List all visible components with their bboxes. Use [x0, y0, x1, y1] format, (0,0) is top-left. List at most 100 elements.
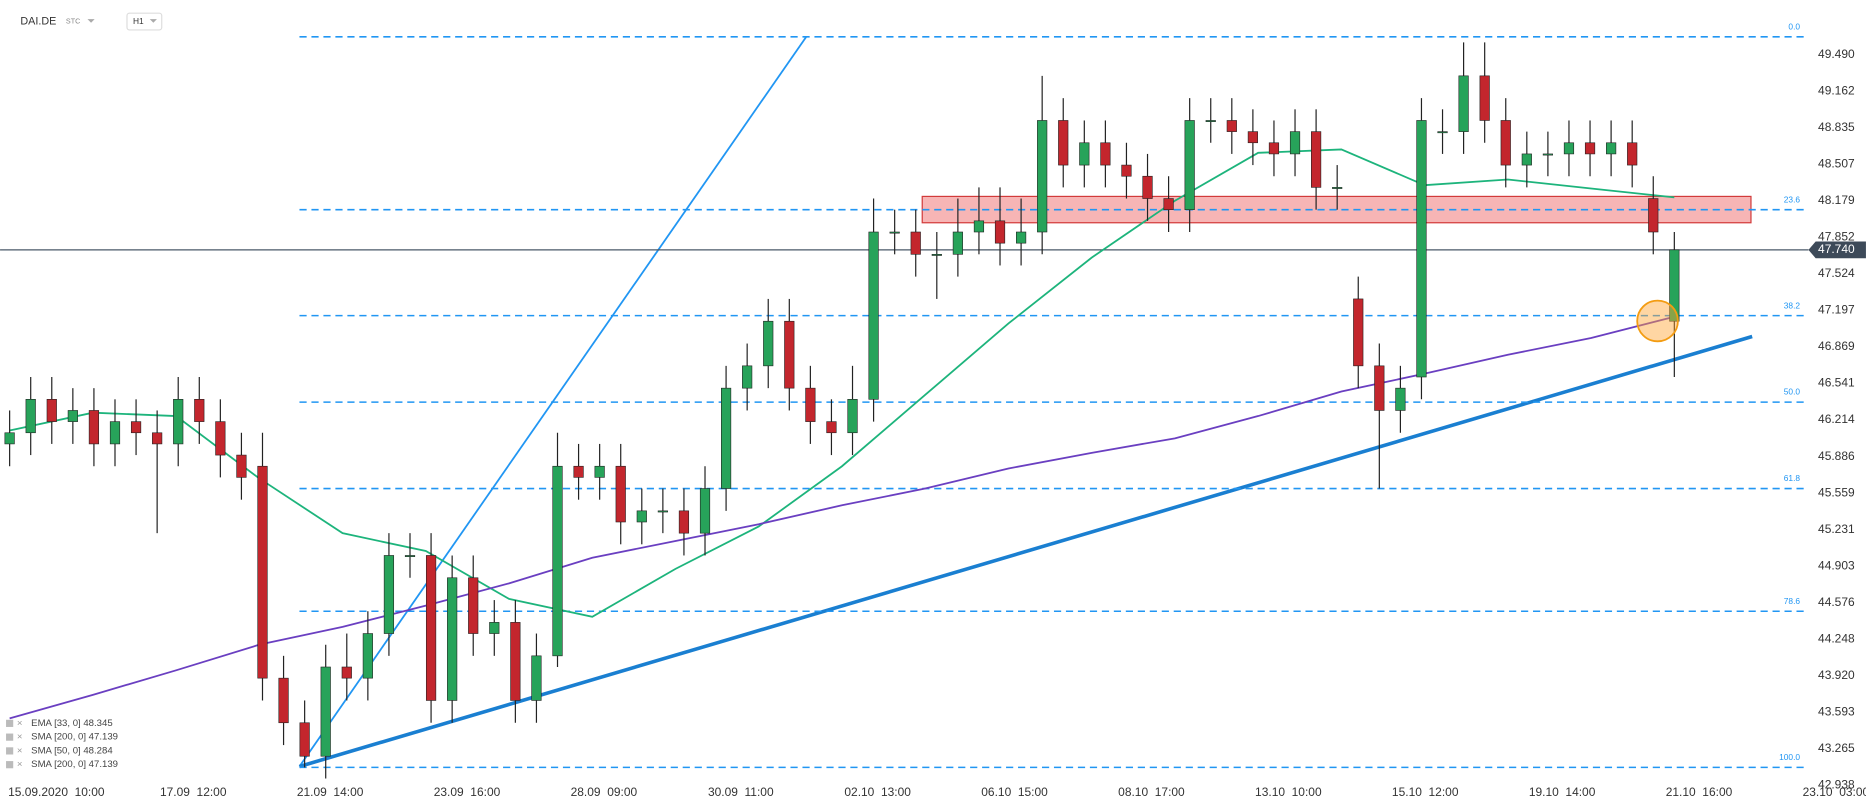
candle-body: [847, 399, 858, 434]
candle-body: [1184, 120, 1195, 210]
candle-body: [784, 320, 795, 389]
y-tick-label: 43.265: [1818, 741, 1855, 755]
x-tick-label: 15.10 12:00: [1392, 785, 1459, 799]
y-tick-label: 49.162: [1818, 83, 1855, 97]
source[interactable]: STC: [66, 17, 80, 25]
candle-body: [341, 666, 352, 679]
legend-entry: SMA [200, 0] 47.139: [31, 732, 118, 743]
candle-body: [425, 555, 437, 701]
x-tick-label: 15.09.2020 10:00: [8, 785, 105, 799]
candle-body: [1016, 231, 1027, 244]
x-tick-label: 19.10 14:00: [1529, 785, 1596, 799]
candle-body: [1205, 120, 1216, 122]
candle-body: [1268, 142, 1280, 155]
highlight-circle: [1636, 299, 1679, 343]
legend-icon: [6, 761, 14, 769]
candle-body: [1163, 198, 1174, 210]
x-tick-label: 08.10 17:00: [1118, 785, 1185, 799]
legend-icon: [6, 719, 14, 727]
candle-body: [594, 465, 605, 478]
fib-label: 0.0: [1788, 21, 1800, 31]
candle-body: [763, 320, 774, 367]
candle-body: [1311, 131, 1322, 188]
legend-icon: [6, 733, 14, 741]
legend-entry: SMA [200, 0] 47.139: [31, 759, 118, 770]
y-tick-label: 44.248: [1818, 631, 1855, 645]
candle-body: [25, 399, 36, 434]
candle-body: [994, 220, 1006, 244]
candle-body: [362, 633, 373, 679]
x-tick-label: 17.09 12:00: [160, 785, 227, 799]
y-tick-label: 44.576: [1818, 595, 1855, 609]
candle-body: [573, 465, 584, 478]
candle-body: [1584, 142, 1596, 155]
legend-close: ×: [17, 718, 23, 729]
x-tick-label: 13.10 10:00: [1255, 785, 1322, 799]
legend-icon: [6, 747, 14, 755]
candle-body: [1142, 175, 1153, 199]
candle-body: [194, 399, 205, 422]
fib-label: 50.0: [1784, 387, 1801, 397]
x-tick-label: 06.10 15:00: [981, 785, 1048, 799]
candle-body: [1289, 131, 1301, 155]
y-tick-label: 49.490: [1818, 47, 1855, 61]
candle-body: [468, 577, 479, 634]
interval[interactable]: H1: [133, 16, 144, 26]
candle-body: [1247, 131, 1258, 144]
dropdown-arrow[interactable]: [87, 19, 95, 23]
candle-body: [1458, 75, 1469, 132]
y-tick-label: 48.179: [1818, 193, 1855, 207]
interval-box[interactable]: [126, 12, 163, 31]
x-tick-label: 30.09 11:00: [708, 785, 774, 799]
fib-label: 78.6: [1784, 596, 1801, 606]
candle-body: [615, 465, 626, 523]
candle-body: [699, 488, 711, 534]
legend-entry: EMA [33, 0] 48.345: [31, 718, 112, 729]
dropdown-arrow[interactable]: [149, 19, 157, 23]
candle-body: [1479, 75, 1490, 121]
legend-close: ×: [17, 745, 23, 756]
moving-average: [9, 148, 1675, 618]
y-tick-label: 45.886: [1818, 449, 1855, 463]
candle-body: [826, 421, 837, 434]
candle-body: [1037, 120, 1048, 233]
candle-body: [236, 454, 247, 478]
candle-body: [1058, 120, 1069, 166]
fib-label: 100.0: [1779, 752, 1800, 762]
y-tick-label: 44.903: [1818, 558, 1855, 572]
x-tick-label: 28.09 09:00: [571, 785, 638, 799]
candle-body: [1079, 142, 1090, 166]
candle-body: [531, 655, 542, 701]
candle-body: [973, 220, 985, 233]
candle-body: [678, 510, 690, 534]
x-tick-label: 21.09 14:00: [297, 785, 364, 799]
y-tick-label: 48.835: [1818, 120, 1855, 134]
candle-body: [931, 254, 942, 256]
y-tick-label: 47.524: [1818, 266, 1855, 280]
price-tag: [1808, 241, 1866, 259]
y-tick-label: 48.507: [1818, 156, 1855, 170]
y-tick-label: 46.869: [1818, 339, 1855, 353]
candle-body: [636, 510, 647, 523]
candle-body: [1395, 387, 1406, 411]
y-tick-label: 45.559: [1818, 485, 1855, 499]
candle-body: [1606, 142, 1617, 155]
x-tick-label: 23.09 16:00: [434, 785, 501, 799]
x-tick-label: 02.10 13:00: [844, 785, 911, 799]
x-tick-label: 23.10 03:00: [1803, 785, 1866, 799]
candle-body: [67, 410, 78, 422]
y-tick-label: 46.541: [1818, 376, 1855, 390]
candle-body: [489, 622, 500, 634]
x-tick-label: 21.10 16:00: [1666, 785, 1733, 799]
symbol: DAI.DE: [20, 15, 56, 27]
candle-body: [1563, 142, 1575, 155]
candle-body: [552, 465, 563, 657]
candle-body: [510, 622, 521, 701]
y-tick-label: 47.197: [1818, 303, 1855, 317]
candle-body: [952, 231, 963, 255]
candle-body: [257, 465, 268, 679]
candle-body: [1353, 298, 1364, 367]
candle-body: [1332, 187, 1343, 189]
candle-body: [173, 399, 184, 445]
